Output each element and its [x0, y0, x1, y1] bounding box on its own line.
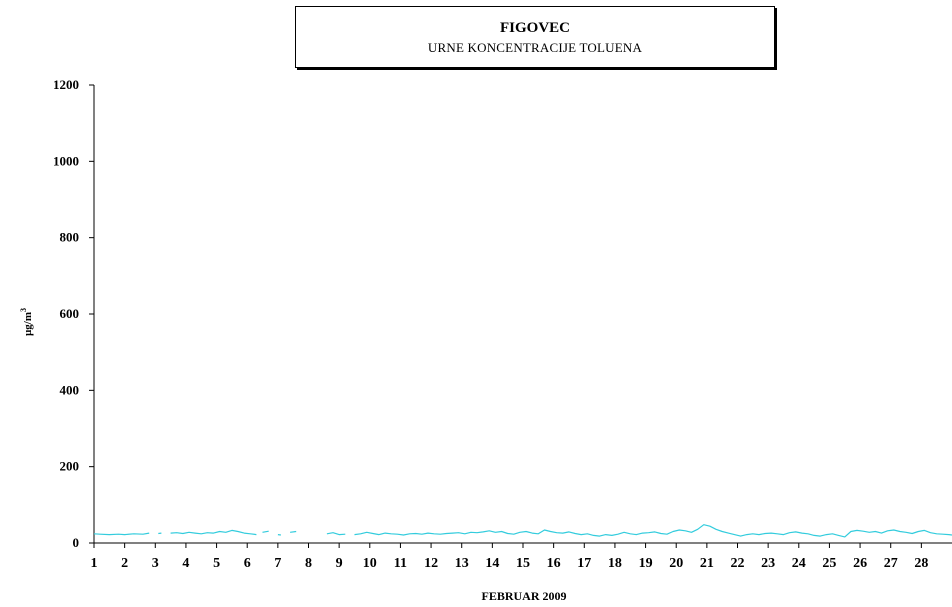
x-axis-title: FEBRUAR 2009 [481, 589, 566, 603]
x-tick-label: 8 [305, 556, 312, 571]
y-tick-label: 1200 [53, 77, 79, 92]
x-tick-label: 20 [669, 556, 683, 571]
series-layer [93, 524, 952, 538]
x-tick-label: 26 [853, 556, 867, 571]
x-tick-label: 21 [700, 556, 714, 571]
x-tick-label: 28 [914, 556, 928, 571]
x-axis-ticks: 1 2 3 4 5 6 7 8 9 10 11 12 13 14 15 16 17 18 19 20 21 22 23 24 2… [91, 543, 928, 571]
x-tick-label: 9 [336, 556, 343, 571]
x-tick-label: 5 [213, 556, 220, 571]
x-tick-label: 7 [274, 556, 281, 571]
x-tick-label: 12 [424, 556, 438, 571]
x-tick-label: 13 [455, 556, 469, 571]
series-line-1 [93, 524, 952, 538]
x-tick-label: 16 [547, 556, 561, 571]
x-tick-label: 22 [731, 556, 745, 571]
y-tick-label: 0 [73, 535, 80, 550]
y-tick-label: 200 [60, 459, 80, 474]
x-tick-label: 17 [577, 556, 591, 571]
x-tick-label: 3 [152, 556, 159, 571]
x-tick-label: 25 [822, 556, 836, 571]
y-axis-ticks: 0 200 400 600 800 1000 1200 [53, 77, 94, 550]
x-tick-label: 15 [516, 556, 530, 571]
x-tick-label: 24 [792, 556, 806, 571]
x-tick-label: 14 [485, 556, 499, 571]
chart-title-box: FIGOVEC URNE KONCENTRACIJE TOLUENA [295, 6, 775, 68]
y-tick-label: 1000 [53, 153, 79, 168]
y-axis-title-sup: 3 [19, 308, 28, 312]
x-tick-label: 27 [884, 556, 898, 571]
y-axis-title-main: µg/m [22, 312, 34, 336]
y-tick-label: 400 [60, 382, 80, 397]
chart-subtitle: URNE KONCENTRACIJE TOLUENA [427, 40, 643, 55]
chart-axes [93, 85, 952, 544]
x-tick-label: 4 [182, 556, 189, 571]
x-tick-label: 10 [363, 556, 377, 571]
x-tick-label: 19 [639, 556, 653, 571]
y-tick-label: 800 [60, 230, 80, 245]
y-axis-title: µg/m3 [19, 308, 34, 336]
x-tick-label: 6 [244, 556, 251, 571]
x-tick-label: 11 [394, 556, 407, 571]
x-tick-label: 1 [91, 556, 98, 571]
x-tick-label: 23 [761, 556, 775, 571]
x-tick-label: 18 [608, 556, 622, 571]
chart-title: FIGOVEC [499, 20, 570, 36]
x-tick-label: 2 [121, 556, 128, 571]
y-tick-label: 600 [60, 306, 80, 321]
